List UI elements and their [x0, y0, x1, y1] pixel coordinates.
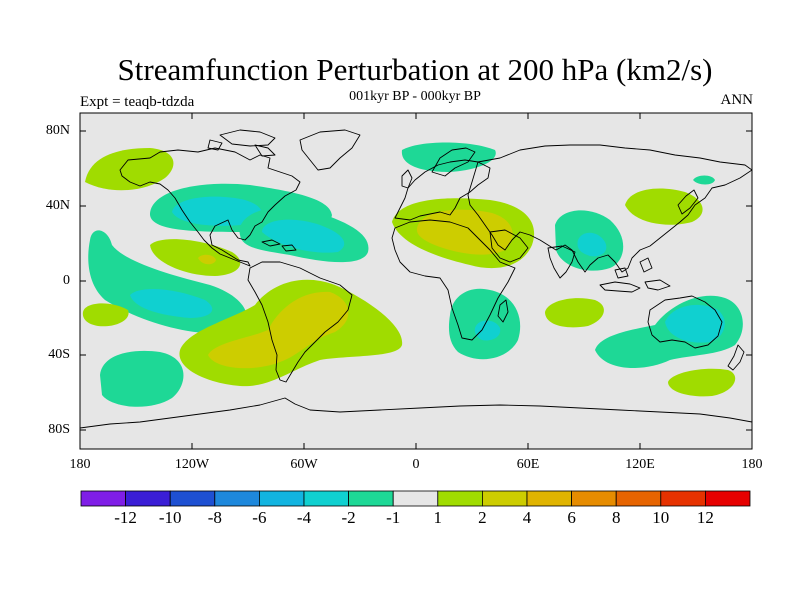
- colorbar-swatch: [258, 490, 305, 507]
- coast-caribbean: [261, 239, 297, 252]
- lon-label-180e: 180: [741, 457, 763, 472]
- coast-greenland: [299, 129, 361, 171]
- coast-australia: [647, 295, 723, 349]
- contour-alaska-positive: [85, 148, 174, 191]
- colorbar-label: 12: [696, 508, 714, 527]
- colorbar-label: 1: [433, 508, 443, 527]
- coast-antarctica: [80, 397, 752, 429]
- colorbar-swatch: [705, 490, 751, 507]
- colorbar-swatch: [615, 490, 662, 507]
- contour-indian-positive: [545, 298, 604, 328]
- axis-ticks: [80, 113, 752, 449]
- colorbar-swatch: [437, 490, 483, 507]
- colorbar-swatch: [303, 490, 349, 507]
- colorbar-swatch: [392, 490, 439, 507]
- colorbar-label: -1: [386, 508, 401, 527]
- lon-label-120e: 120E: [625, 457, 655, 472]
- experiment-label: Expt = teaqb-tdzda: [80, 94, 195, 110]
- colorbar-label: -4: [296, 508, 312, 527]
- colorbar-label: 8: [611, 508, 621, 527]
- contour-japan-negative: [693, 175, 715, 185]
- coast-indonesia: [599, 257, 671, 293]
- colorbar-swatch: [80, 490, 126, 507]
- colorbar-label: 10: [652, 508, 670, 527]
- coast-new-zealand: [727, 344, 745, 371]
- coast-asia: [467, 144, 752, 273]
- coastlines: [80, 129, 752, 429]
- contour-africa-negative-core: [474, 320, 501, 341]
- colorbar-swatch: [526, 490, 572, 507]
- colorbar-label: -12: [114, 508, 137, 527]
- colorbar-swatch: [169, 490, 216, 507]
- coast-north-america: [119, 147, 301, 267]
- colorbar-swatch: [660, 490, 706, 507]
- contour-aus-negative-core: [665, 304, 725, 343]
- coast-africa: [391, 219, 516, 341]
- lat-label-0: 0: [63, 273, 70, 288]
- colorbar-label: 6: [567, 508, 576, 527]
- coast-india: [547, 245, 576, 279]
- coast-madagascar: [497, 299, 509, 323]
- contour-arctic-negative: [401, 142, 496, 172]
- lat-label-80n: 80N: [45, 123, 70, 138]
- colorbar: [80, 490, 751, 507]
- colorbar-swatch: [214, 490, 260, 507]
- coast-arabia: [489, 229, 529, 263]
- season-label: ANN: [720, 92, 754, 108]
- contour-trop-pacific-positive-core: [198, 254, 216, 265]
- coast-europe: [394, 159, 491, 221]
- coast-uk: [401, 169, 413, 189]
- lon-label-60e: 60E: [516, 457, 540, 472]
- lon-label-60w: 60W: [290, 457, 318, 472]
- colorbar-label: 2: [478, 508, 487, 527]
- colorbar-swatch: [571, 490, 617, 507]
- contour-trop-pacific-core: [130, 288, 213, 318]
- contour-na-negative-core: [172, 196, 262, 226]
- lat-label-80s: 80S: [48, 422, 70, 437]
- colorbar-label: 4: [522, 508, 532, 527]
- coast-arctic-islands: [207, 129, 276, 157]
- plot-subtitle: 001kyr BP - 000kyr BP: [349, 89, 481, 104]
- colorbar-swatch: [348, 490, 394, 507]
- contour-sp-negative: [100, 350, 184, 407]
- lon-label-120w: 120W: [174, 457, 210, 472]
- contour-asia-negative-core: [577, 232, 607, 257]
- colorbar-label: -10: [158, 508, 182, 527]
- contour-swpac-positive: [82, 303, 129, 327]
- colorbar-swatch: [481, 490, 528, 507]
- colorbar-label: -8: [207, 508, 222, 527]
- coast-south-america: [247, 261, 353, 383]
- lon-label-0: 0: [412, 457, 420, 472]
- colorbar-label: -2: [341, 508, 356, 527]
- lat-label-40n: 40N: [45, 198, 70, 213]
- colorbar-label: -6: [252, 508, 267, 527]
- lat-label-40s: 40S: [48, 347, 70, 362]
- contour-sa-positive-core: [208, 291, 349, 369]
- coast-scandinavia: [431, 147, 476, 177]
- contour-atlantic-negative-core: [262, 219, 345, 253]
- lon-label-180w: 180: [69, 457, 91, 472]
- plot-title: Streamfunction Perturbation at 200 hPa (…: [117, 52, 713, 87]
- coast-japan: [677, 189, 699, 215]
- contour-japan-positive: [625, 188, 703, 225]
- contour-nz-positive: [668, 368, 736, 397]
- colorbar-swatch: [125, 490, 171, 507]
